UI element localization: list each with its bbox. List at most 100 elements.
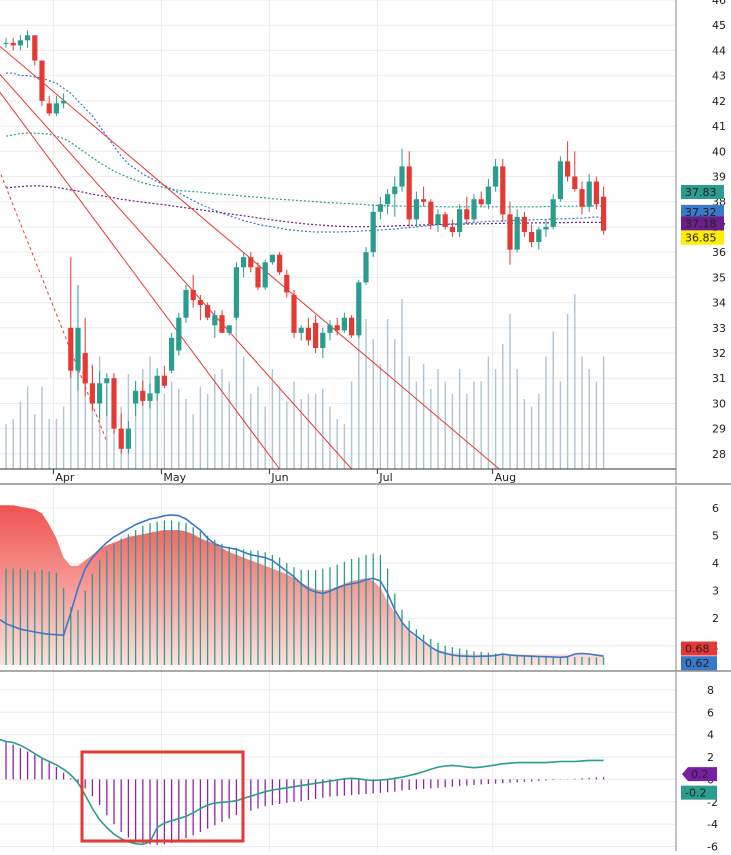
candle[interactable] <box>507 201 513 265</box>
candle[interactable] <box>269 254 275 265</box>
candle[interactable] <box>147 383 153 409</box>
candle[interactable] <box>449 219 455 238</box>
candle[interactable] <box>291 289 297 338</box>
candle[interactable] <box>118 413 124 454</box>
candle[interactable] <box>536 226 542 250</box>
candle[interactable] <box>385 189 391 215</box>
candle[interactable] <box>82 317 88 396</box>
candle[interactable] <box>478 191 484 207</box>
candle[interactable] <box>550 194 556 230</box>
candle[interactable] <box>176 312 182 356</box>
candle[interactable] <box>349 315 355 338</box>
candle[interactable] <box>557 156 563 202</box>
candle[interactable] <box>529 224 535 248</box>
candle[interactable] <box>572 151 578 192</box>
candle[interactable] <box>521 211 527 238</box>
candle[interactable] <box>485 179 491 210</box>
price-ytick-label: 43 <box>712 70 726 83</box>
candle[interactable] <box>320 327 326 359</box>
candle[interactable] <box>233 262 239 321</box>
candle[interactable] <box>39 60 45 106</box>
candle[interactable] <box>493 158 499 192</box>
candle[interactable] <box>543 219 549 238</box>
candle[interactable] <box>313 315 319 354</box>
candle[interactable] <box>442 211 448 230</box>
candle[interactable] <box>471 194 477 222</box>
candle[interactable] <box>241 252 247 278</box>
candle[interactable] <box>305 317 311 346</box>
candle[interactable] <box>464 196 470 225</box>
candle[interactable] <box>277 252 283 275</box>
candle[interactable] <box>593 176 599 210</box>
candle[interactable] <box>197 295 203 321</box>
candle[interactable] <box>89 365 95 412</box>
candle[interactable] <box>212 310 218 338</box>
indicator-1-panel[interactable]: 1234560.680.62 <box>0 486 731 672</box>
candle[interactable] <box>161 365 167 389</box>
candle-body <box>17 40 23 46</box>
candle[interactable] <box>399 148 405 192</box>
candle-body <box>593 181 599 205</box>
candle[interactable] <box>248 252 254 273</box>
candle[interactable] <box>169 332 175 374</box>
candle[interactable] <box>32 35 38 66</box>
candle[interactable] <box>601 186 607 235</box>
candle-body <box>61 100 67 104</box>
highlight-box[interactable] <box>80 750 245 843</box>
candle[interactable] <box>125 421 131 454</box>
candle[interactable] <box>392 176 398 217</box>
candle[interactable] <box>140 380 146 406</box>
candle[interactable] <box>61 93 67 109</box>
candle[interactable] <box>53 95 59 116</box>
candle[interactable] <box>341 312 347 333</box>
candle[interactable] <box>154 368 160 401</box>
candle[interactable] <box>327 320 333 341</box>
trend-3[interactable] <box>0 91 281 470</box>
candle[interactable] <box>457 204 463 238</box>
candle[interactable] <box>377 196 383 220</box>
indicator-2-panel[interactable]: -6-4-2024680.2-0.2 <box>0 672 718 854</box>
candle[interactable] <box>356 279 362 338</box>
candle-body <box>370 211 376 253</box>
candle[interactable] <box>406 151 412 227</box>
candle[interactable] <box>370 204 376 258</box>
candle[interactable] <box>104 373 110 417</box>
candle-body <box>154 375 160 394</box>
candle[interactable] <box>133 380 139 417</box>
candle[interactable] <box>586 173 592 212</box>
candle[interactable] <box>514 209 520 253</box>
candle[interactable] <box>46 95 52 116</box>
candle[interactable] <box>435 209 441 232</box>
candle[interactable] <box>579 181 585 215</box>
candle[interactable] <box>284 269 290 298</box>
candle[interactable] <box>10 37 16 51</box>
candle[interactable] <box>205 302 211 321</box>
candle[interactable] <box>226 325 232 336</box>
candle[interactable] <box>298 325 304 341</box>
candle[interactable] <box>111 373 117 434</box>
trend-2[interactable] <box>0 73 352 470</box>
candle[interactable] <box>500 158 506 222</box>
candle[interactable] <box>3 37 9 48</box>
candle[interactable] <box>363 247 369 285</box>
candle[interactable] <box>190 274 196 308</box>
candle-body <box>3 42 9 44</box>
candle[interactable] <box>262 259 268 290</box>
candle[interactable] <box>219 310 225 333</box>
candle[interactable] <box>25 30 31 48</box>
candle[interactable] <box>17 35 23 51</box>
candle[interactable] <box>97 370 103 419</box>
candle[interactable] <box>183 284 189 323</box>
candle[interactable] <box>565 141 571 182</box>
candle[interactable] <box>421 186 427 207</box>
candle[interactable] <box>428 199 434 230</box>
candle[interactable] <box>75 284 81 391</box>
candle[interactable] <box>68 257 74 379</box>
ind1-ytick-label: 2 <box>712 612 719 625</box>
candle[interactable] <box>255 262 261 290</box>
trend-4[interactable] <box>0 169 108 442</box>
candle[interactable] <box>413 191 419 227</box>
candle[interactable] <box>334 317 340 336</box>
